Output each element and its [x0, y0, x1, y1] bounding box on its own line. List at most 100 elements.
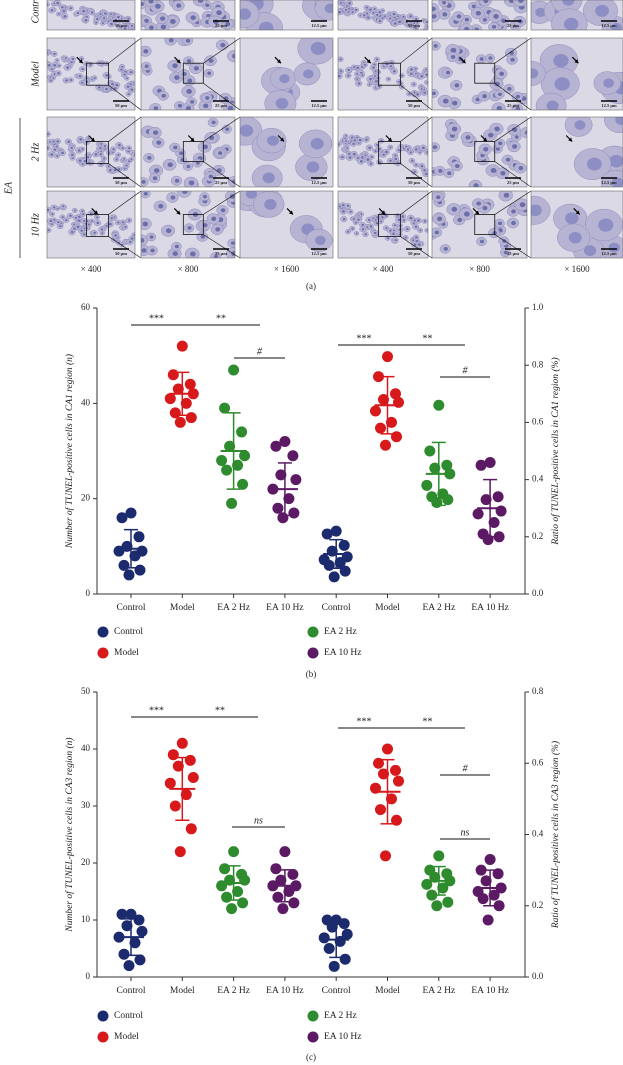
data-point: [272, 502, 284, 514]
data-point: [323, 559, 335, 571]
inset-box: [182, 214, 204, 235]
nucleus: [491, 25, 497, 29]
nucleus: [363, 63, 367, 66]
micrograph: [240, 191, 333, 258]
nucleus: [186, 59, 192, 63]
nucleus: [500, 170, 506, 176]
nucleus: [531, 204, 542, 217]
scale-label: 50 μm: [115, 180, 127, 185]
image-frame: [140, 116, 236, 188]
y-tick-label: 50: [81, 686, 91, 696]
scale-label: 25 μm: [215, 180, 227, 185]
nucleus: [443, 247, 448, 251]
data-point: [219, 402, 231, 414]
nucleus: [215, 227, 221, 232]
nucleus: [182, 191, 188, 194]
data-point: [290, 474, 302, 486]
nucleus: [114, 234, 118, 237]
nucleus: [562, 0, 575, 6]
nucleus: [51, 213, 54, 216]
data-point: [224, 440, 236, 452]
nucleus: [67, 140, 71, 143]
data-point: [187, 772, 199, 783]
data-point: [136, 925, 148, 937]
nucleus: [147, 155, 152, 160]
nucleus: [230, 241, 235, 245]
nucleus: [49, 79, 52, 82]
nucleus: [144, 64, 149, 69]
micrograph: [338, 117, 428, 187]
data-point: [283, 886, 295, 897]
inset-box: [182, 62, 204, 84]
nucleus: [279, 74, 290, 84]
row-label: Model: [30, 61, 41, 88]
nucleus: [515, 94, 521, 99]
nucleus: [216, 10, 222, 16]
nucleus: [479, 57, 484, 61]
nucleus: [499, 71, 505, 76]
cell: [227, 176, 235, 187]
nucleus: [451, 206, 458, 212]
nucleus: [71, 57, 75, 61]
nucleus: [186, 164, 191, 169]
nucleus: [240, 8, 251, 20]
data-point: [391, 431, 402, 443]
legend-marker: [307, 626, 319, 638]
zoom-line: [203, 161, 241, 188]
cell: [227, 50, 235, 63]
nucleus: [133, 233, 135, 236]
zoom-line: [108, 116, 142, 142]
data-point: [129, 937, 141, 949]
nucleus: [437, 216, 443, 222]
image-frame: [431, 116, 528, 188]
inset-box: [474, 141, 496, 162]
nucleus: [414, 17, 418, 21]
nucleus: [352, 142, 355, 145]
scale-label: 50 μm: [408, 251, 420, 256]
nucleus: [80, 81, 84, 84]
nucleus: [306, 161, 320, 173]
data-point: [125, 908, 137, 920]
nucleus: [342, 203, 345, 206]
data-point: [442, 896, 454, 908]
nucleus: [414, 27, 418, 30]
nucleus: [100, 142, 103, 145]
cell: [520, 127, 527, 139]
nucleus: [375, 58, 379, 61]
nucleus: [409, 151, 413, 154]
image-frame: [46, 37, 136, 111]
data-point: [237, 478, 249, 490]
data-point: [338, 539, 350, 551]
nucleus: [78, 159, 82, 162]
data-point: [133, 531, 145, 543]
nucleus: [165, 228, 172, 234]
scale-label: 12.5 μm: [601, 180, 617, 185]
nucleus: [420, 75, 424, 78]
nucleus: [207, 71, 212, 75]
row-label: Control: [30, 0, 41, 23]
micrograph: [240, 117, 333, 187]
image-bg: [47, 38, 135, 110]
nucleus: [398, 228, 402, 231]
cell: [131, 232, 135, 238]
nucleus: [57, 220, 60, 224]
nucleus: [424, 173, 428, 176]
nucleus: [519, 202, 526, 208]
arrow-head: [90, 137, 95, 142]
nucleus: [168, 38, 174, 43]
micrograph: [432, 191, 527, 258]
nucleus: [342, 218, 346, 221]
nucleus: [442, 12, 448, 17]
inset-box: [86, 141, 109, 164]
nucleus: [595, 4, 610, 17]
nucleus: [417, 243, 421, 246]
x-tick-label: EA 10 Hz: [266, 986, 303, 996]
data-point: [492, 868, 504, 880]
data-point: [475, 459, 487, 471]
data-point: [341, 928, 353, 940]
nucleus: [402, 219, 405, 222]
data-point: [493, 900, 505, 912]
micrograph: [531, 38, 623, 110]
nucleus: [95, 21, 98, 24]
data-point: [176, 737, 188, 749]
